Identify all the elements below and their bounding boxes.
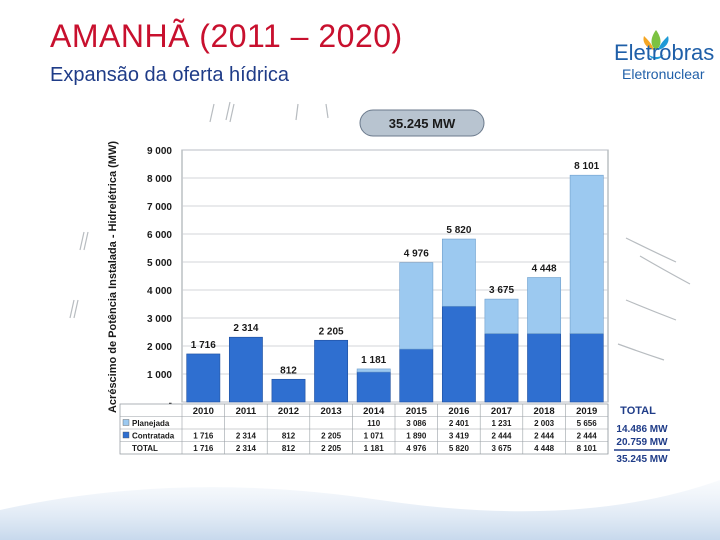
table-cell: 2 205 [321, 432, 342, 441]
table-cell: 4 976 [406, 444, 427, 453]
table-cell: 3 419 [449, 432, 470, 441]
table-cell: 1 181 [364, 444, 385, 453]
x-tick-label: 2019 [576, 406, 597, 417]
table-cell: 2 444 [577, 432, 598, 441]
x-tick-label: 2013 [321, 406, 342, 417]
table-row-total-label: TOTAL [132, 444, 158, 453]
bar-contratada [527, 333, 562, 403]
bar-total-label: 8 101 [574, 161, 599, 172]
x-tick-label: 2011 [236, 406, 257, 417]
x-tick-label: 2012 [278, 406, 299, 417]
y-tick-label: 8 000 [147, 174, 172, 185]
y-tick-label: 9 000 [147, 146, 172, 157]
bar-total-label: 3 675 [489, 285, 514, 296]
summary-planejada: 14.486 MW [616, 424, 668, 435]
table-cell: 1 071 [364, 432, 385, 441]
bar-total-label: 4 448 [532, 263, 557, 274]
legend-swatch [122, 431, 130, 439]
bar-contratada [271, 378, 306, 403]
y-tick-label: 7 000 [147, 202, 172, 213]
table-cell: 5 820 [449, 444, 470, 453]
x-tick-label: 2018 [534, 406, 555, 417]
table-cell: 1 890 [406, 432, 427, 441]
bar-planejada [527, 277, 562, 334]
y-tick-label: 2 000 [147, 342, 172, 353]
bar-contratada [228, 336, 263, 403]
table-row-planejada-label: Planejada [132, 419, 170, 428]
table-cell: 5 656 [577, 419, 598, 428]
bar-total-label: 1 716 [191, 340, 216, 351]
bar-contratada [314, 339, 349, 403]
bar-planejada [356, 368, 391, 373]
bar-contratada [356, 371, 391, 403]
footer-wave [0, 480, 720, 540]
slide-subtitle: Expansão da oferta hídrica [50, 64, 290, 86]
bar-contratada [484, 333, 519, 403]
eletrobras-logo-icon [643, 30, 669, 60]
table-cell: 4 448 [534, 444, 555, 453]
table-cell: 3 086 [406, 419, 427, 428]
table-row-contratada-label: Contratada [132, 432, 175, 441]
bar-contratada [399, 348, 434, 403]
total-badge-text: 35.245 MW [389, 116, 456, 131]
y-tick-label: 1 000 [147, 370, 172, 381]
bar-total-label: 812 [280, 365, 297, 376]
x-tick-label: 2017 [491, 406, 512, 417]
table-cell: 1 231 [491, 419, 512, 428]
bar-planejada [399, 262, 434, 350]
table-cell: 812 [282, 432, 296, 441]
table-cell: 2 401 [449, 419, 470, 428]
table-cell: 1 716 [193, 444, 214, 453]
x-tick-label: 2016 [448, 406, 469, 417]
legend-swatch [122, 419, 130, 426]
y-tick-label: - [169, 398, 172, 409]
summary-header: TOTAL [620, 405, 656, 417]
logo-sub: Eletronuclear [622, 66, 705, 82]
bar-contratada [569, 333, 604, 403]
table-cell: 812 [282, 444, 296, 453]
y-tick-label: 4 000 [147, 286, 172, 297]
y-tick-label: 6 000 [147, 230, 172, 241]
x-tick-label: 2010 [193, 406, 214, 417]
bar-planejada [484, 298, 519, 334]
table-cell: 2 314 [236, 432, 257, 441]
bar-planejada [569, 174, 604, 334]
table-cell: 110 [367, 419, 380, 428]
bar-total-label: 2 314 [233, 323, 258, 334]
bar-contratada [441, 305, 476, 403]
bar-total-label: 5 820 [446, 225, 471, 236]
table-cell: 8 101 [577, 444, 598, 453]
y-axis-label: Acréscimo de Potência Instalada - Hidrel… [107, 141, 119, 413]
summary-total: 35.245 MW [616, 454, 668, 465]
y-tick-label: 5 000 [147, 258, 172, 269]
bar-total-label: 4 976 [404, 249, 429, 260]
x-tick-label: 2015 [406, 406, 428, 417]
table-cell: 2 444 [534, 432, 555, 441]
bar-planejada [441, 238, 476, 307]
logo-name: Eletrobras [614, 40, 715, 65]
total-badge [359, 109, 485, 137]
summary-contratada: 20.759 MW [616, 437, 668, 448]
table-cell: 1 716 [193, 432, 214, 441]
y-tick-label: 3 000 [147, 314, 172, 325]
table-cell: 2 003 [534, 419, 555, 428]
bar-total-label: 2 205 [319, 326, 344, 337]
table-cell: 2 444 [491, 432, 512, 441]
table-cell: 3 675 [491, 444, 512, 453]
table-cell: 2 314 [236, 444, 257, 453]
table-cell: 2 205 [321, 444, 342, 453]
slide-title: AMANHÃ (2011 – 2020) [50, 18, 403, 54]
bar-contratada [186, 353, 221, 403]
bar-total-label: 1 181 [361, 355, 386, 366]
x-tick-label: 2014 [363, 406, 385, 417]
